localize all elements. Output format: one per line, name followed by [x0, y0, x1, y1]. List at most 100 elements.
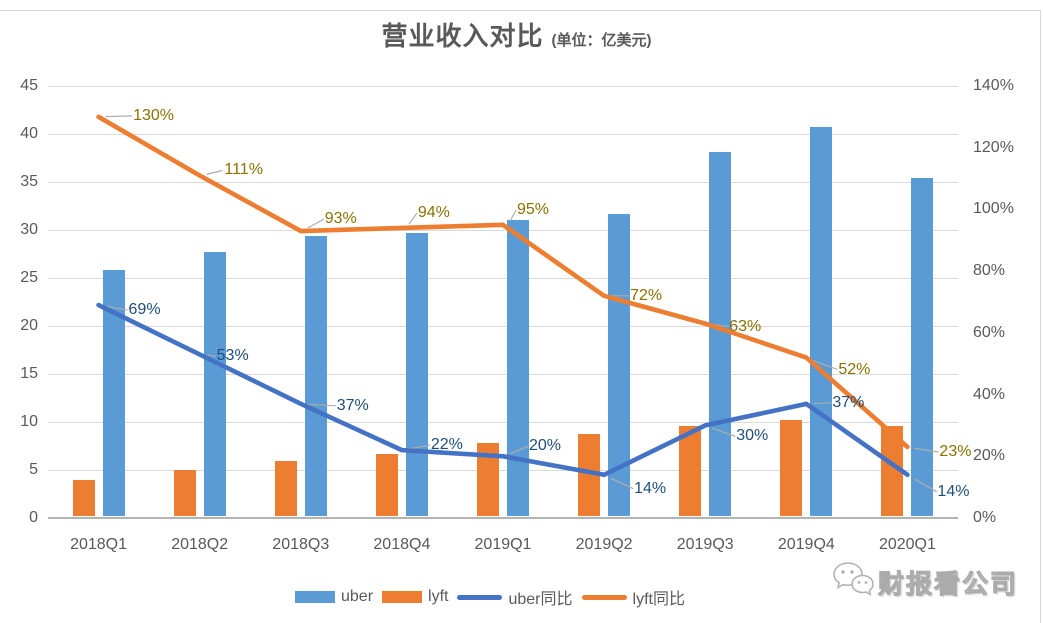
label-leader-line	[307, 403, 337, 407]
bar-uber-2018Q2	[203, 252, 226, 516]
label-leader-line	[914, 447, 939, 453]
chart-title-unit: (单位：亿美元)	[551, 32, 652, 49]
x-axis-label: 2018Q1	[70, 536, 128, 553]
data-label-lyft同比-2019Q1: 95%	[516, 200, 550, 218]
label-leader-line	[206, 169, 223, 175]
legend-item-uber: uber	[295, 588, 373, 606]
chart-title: 营业收入对比	[381, 21, 544, 51]
chart-legend: uber lyft uber同比 lyft同比	[295, 585, 694, 609]
data-label-lyft同比-2018Q3: 93%	[324, 210, 357, 228]
bar-lyft-2019Q4	[780, 420, 803, 516]
label-leader-line	[610, 477, 634, 490]
wechat-icon	[832, 560, 874, 605]
line-lyft同比	[96, 114, 910, 450]
label-leader-line	[712, 427, 736, 437]
legend-swatch-uber	[295, 591, 335, 603]
left-axis-tick: 15	[20, 365, 38, 382]
data-label-uber同比-2020Q1: 14%	[937, 482, 970, 500]
bar-lyft-2018Q4	[375, 453, 398, 516]
legend-swatch-lyft	[382, 591, 423, 603]
gridline	[48, 470, 958, 471]
data-label-uber同比-2019Q2: 14%	[634, 479, 667, 497]
data-label-lyft同比-2019Q4: 52%	[838, 360, 871, 378]
x-axis-label: 2019Q4	[777, 536, 835, 553]
bar-lyft-2019Q2	[578, 434, 601, 516]
gridline	[48, 422, 958, 423]
plot-area: 69% 53% 37% 22% 20% 14% 30% 37% 14% 130% 111% 93% 94…	[48, 86, 971, 519]
right-axis-tick: 40%	[973, 385, 1006, 403]
x-axis-label: 2019Q3	[676, 536, 734, 553]
right-axis-tick: 100%	[973, 200, 1014, 218]
watermark-text: 财报看公司	[877, 569, 1019, 600]
bar-uber-2020Q1	[911, 178, 934, 516]
label-leader-line	[813, 359, 838, 371]
data-label-lyft同比-2018Q2: 111%	[224, 161, 263, 179]
bar-uber-2018Q3	[304, 235, 327, 516]
gridline	[48, 86, 958, 87]
left-axis-tick: 30	[20, 221, 38, 238]
left-axis-tick: 20	[20, 317, 38, 334]
data-label-uber同比-2019Q4: 37%	[832, 393, 865, 411]
left-axis-tick: 5	[29, 461, 38, 478]
legend-item-uber同比: uber同比	[457, 585, 573, 609]
legend-item-lyft同比: lyft同比	[581, 585, 685, 609]
data-label-uber同比-2018Q2: 53%	[216, 347, 249, 365]
right-border-line	[1040, 10, 1041, 623]
x-axis-label: 2018Q2	[171, 536, 229, 553]
label-leader-line	[105, 115, 133, 118]
right-axis-tick: 60%	[973, 323, 1006, 341]
gridline	[48, 374, 958, 375]
left-axis-tick: 0	[29, 509, 38, 526]
x-axis-label: 2019Q2	[575, 536, 633, 553]
bar-lyft-2018Q3	[274, 461, 297, 516]
right-axis-tick: 0%	[973, 509, 997, 526]
bar-uber-2019Q1	[507, 220, 529, 516]
gridline	[48, 182, 958, 183]
label-leader-line	[408, 444, 431, 450]
legend-label: lyft	[428, 588, 449, 605]
legend-label: uber	[341, 588, 374, 605]
bar-uber-2018Q4	[405, 232, 428, 516]
legend-label: uber同比	[508, 591, 573, 608]
data-label-lyft同比-2018Q1: 130%	[133, 106, 175, 124]
data-label-lyft同比-2019Q2: 72%	[630, 286, 663, 304]
x-axis-label: 2018Q3	[272, 536, 330, 553]
legend-swatch-uber同比	[457, 594, 503, 600]
line-series-overlay	[96, 114, 939, 493]
x-axis-label: 2020Q1	[878, 536, 936, 553]
label-leader-line	[509, 209, 517, 222]
x-axis-label: 2018Q4	[373, 536, 431, 553]
data-label-uber同比-2018Q1: 69%	[128, 301, 161, 319]
bar-uber-2018Q1	[102, 270, 125, 516]
label-leader-line	[307, 218, 325, 229]
gridline	[48, 278, 958, 279]
gridline	[48, 230, 958, 231]
bar-lyft-2018Q1	[72, 479, 95, 516]
label-leader-line	[105, 305, 128, 311]
bar-lyft-2019Q3	[679, 425, 702, 516]
right-axis-tick: 140%	[973, 77, 1014, 94]
right-axis-tick: 20%	[973, 447, 1006, 465]
left-axis-tick: 40	[20, 125, 38, 142]
x-axis-label: 2019Q1	[474, 536, 532, 553]
label-leader-line	[813, 402, 832, 405]
left-axis-tick: 35	[20, 173, 38, 190]
data-label-uber同比-2019Q1: 20%	[528, 437, 562, 455]
chart-title-row: 营业收入对比 (单位：亿美元)	[0, 16, 1033, 53]
legend-item-lyft: lyft	[382, 588, 448, 606]
gridline	[48, 134, 958, 135]
label-leader-line	[206, 354, 216, 358]
legend-label: lyft同比	[632, 591, 685, 608]
data-label-uber同比-2018Q4: 22%	[430, 436, 463, 454]
label-leader-line	[408, 212, 418, 225]
bar-lyft-2018Q2	[173, 470, 196, 516]
left-axis-tick: 45	[20, 77, 38, 94]
data-label-lyft同比-2020Q1: 23%	[939, 443, 972, 461]
right-axis-tick: 80%	[973, 262, 1006, 280]
right-axis-tick: 120%	[973, 138, 1014, 156]
left-axis-tick: 25	[20, 269, 38, 286]
label-leader-line	[509, 445, 529, 455]
data-label-lyft同比-2019Q3: 63%	[729, 317, 762, 335]
data-label-lyft同比-2018Q4: 94%	[417, 203, 450, 221]
data-label-uber同比-2018Q3: 37%	[336, 396, 369, 414]
